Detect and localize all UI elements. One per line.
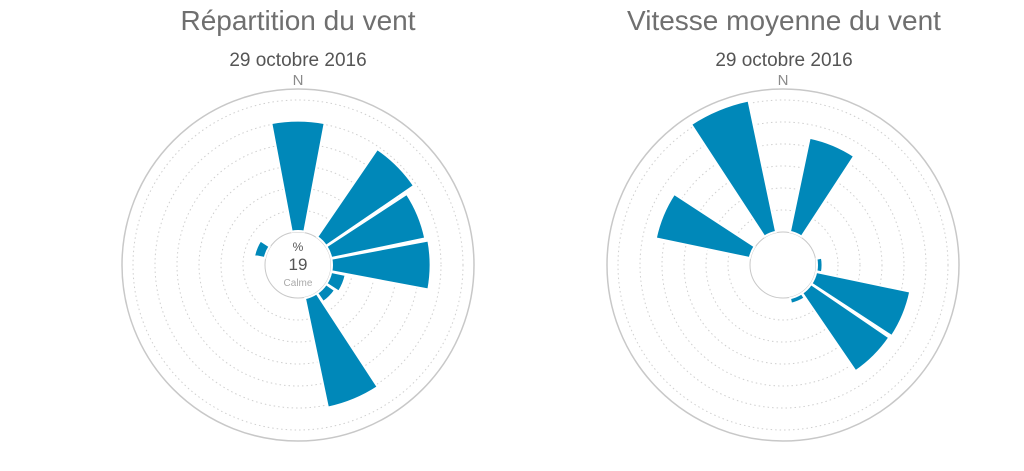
chart-1-sector-292.5	[252, 239, 271, 260]
chart-1-subtitle: 29 octobre 2016	[229, 50, 367, 71]
chart-2-title: Vitesse moyenne du vent	[627, 5, 941, 36]
chart-2-inner-circle	[749, 231, 817, 299]
chart-2-sector-135	[800, 282, 891, 373]
calm-value: 19	[289, 255, 308, 274]
chart-2-north-label: N	[778, 72, 789, 89]
chart-2-sector-337.5	[689, 99, 778, 238]
chart-2-outer-ring	[606, 88, 960, 442]
chart-1-grid-ring	[132, 99, 464, 431]
chart-2-grid-ring	[727, 209, 839, 321]
chart-1-title: Répartition du vent	[180, 5, 416, 36]
chart-2-polar-plot: N	[606, 72, 960, 442]
chart-2-grid-ring	[639, 121, 927, 409]
chart-1-sector-67.5	[325, 192, 427, 260]
chart-1-outer-ring	[121, 88, 475, 442]
chart-2-grid-ring	[683, 165, 883, 365]
chart-2-grid-ring	[617, 99, 949, 431]
chart-1-sector-45	[315, 147, 416, 248]
chart-1-grid-ring	[154, 121, 442, 409]
calm-unit-label: %	[293, 240, 304, 254]
chart-2-sector-90	[815, 256, 824, 274]
chart-1-sector-157.5	[303, 292, 380, 409]
chart-2-sector-292.5	[654, 192, 756, 260]
chart-1-sector-90	[330, 239, 432, 291]
chart-2-sector-112.5	[810, 270, 912, 338]
chart-1-inner-circle	[264, 231, 332, 299]
calm-label: Calme	[284, 278, 313, 289]
chart-2-grid-ring	[705, 187, 861, 343]
chart-2-grid-ring	[661, 143, 905, 387]
chart-1-north-label: N	[293, 72, 304, 89]
chart-1-sector-0	[270, 119, 326, 233]
chart-2-sector-22.5	[788, 136, 856, 238]
chart-2-sector-157.5	[788, 292, 807, 305]
chart-1-polar-plot: N%19 Calme	[121, 72, 475, 442]
chart-2-subtitle: 29 octobre 2016	[715, 50, 853, 71]
